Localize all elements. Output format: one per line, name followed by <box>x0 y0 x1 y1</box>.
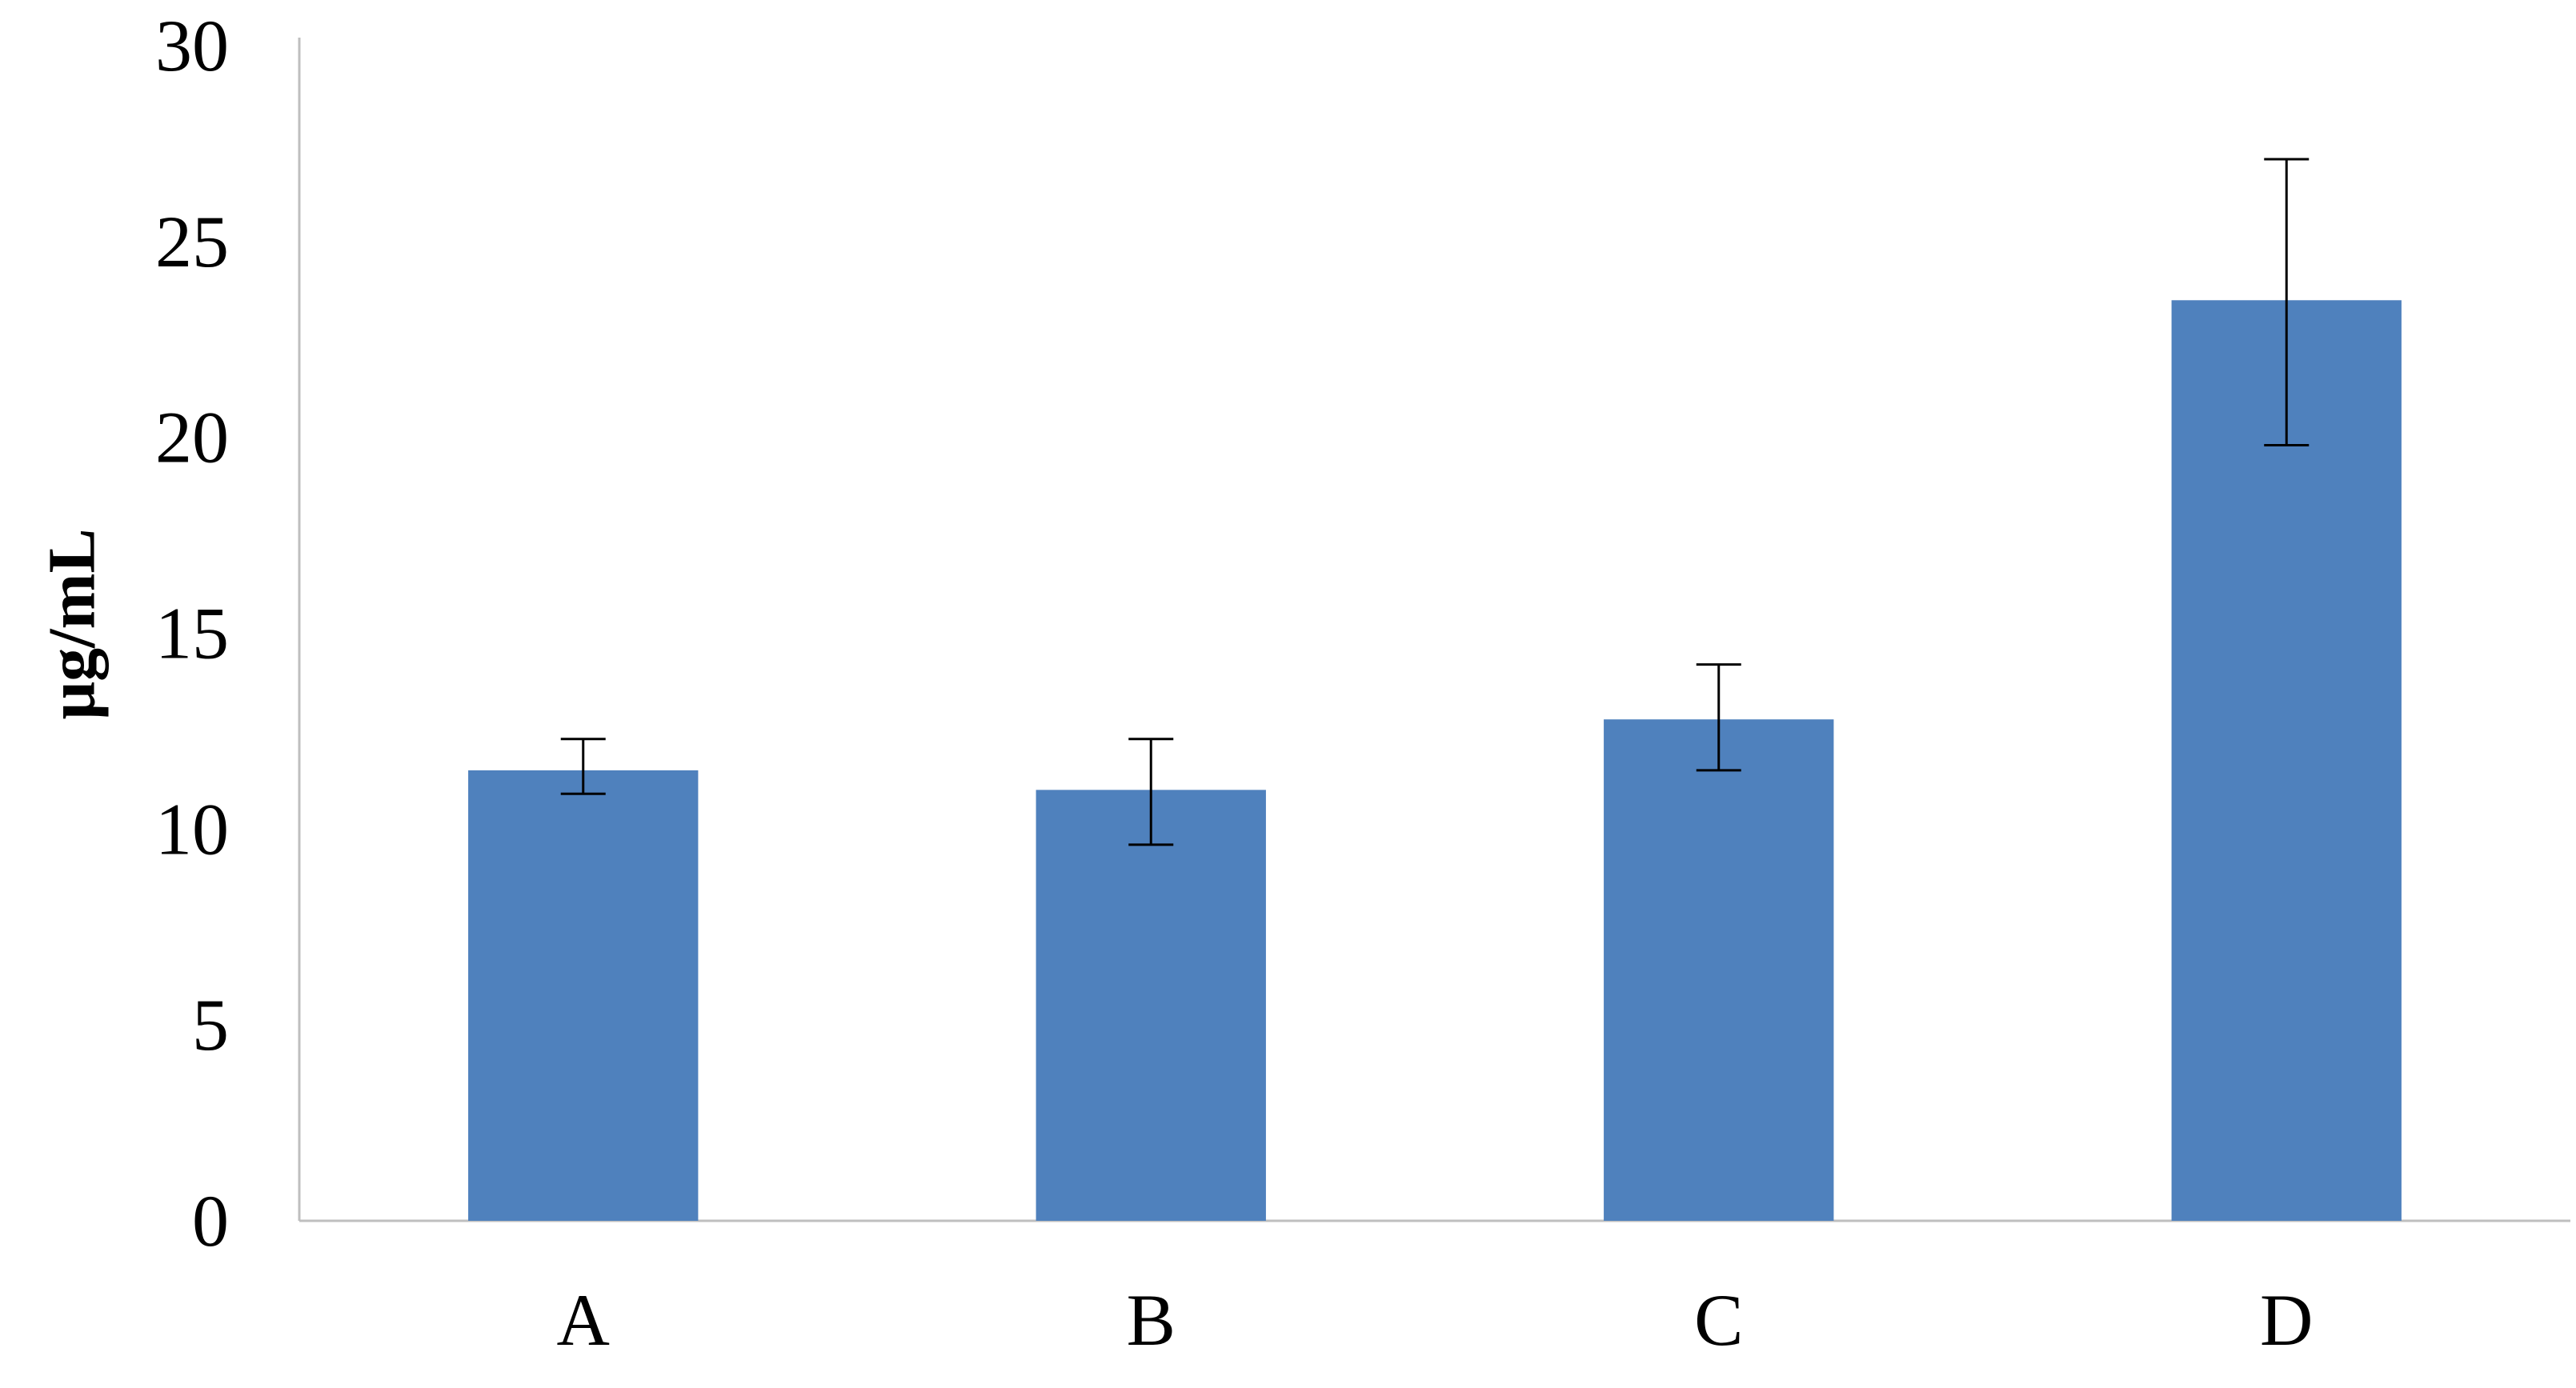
y-axis-title: μg/mL <box>35 529 110 720</box>
error-bar-d <box>2264 158 2310 446</box>
error-bar-a <box>560 738 606 795</box>
y-tick-label: 10 <box>155 788 229 870</box>
x-tick-labels: A B C D <box>557 1279 2314 1361</box>
y-tick-label: 20 <box>155 397 229 478</box>
bars <box>468 300 2402 1221</box>
bar-d <box>2171 300 2402 1221</box>
y-tick-label: 30 <box>155 5 229 86</box>
x-tick-label: A <box>557 1279 610 1361</box>
error-bar-b <box>1128 738 1174 846</box>
y-tick-label: 25 <box>155 201 229 282</box>
x-tick-label: C <box>1694 1279 1743 1361</box>
y-tick-label: 0 <box>192 1180 229 1262</box>
y-tick-labels: 0 5 10 15 20 25 30 <box>155 5 229 1262</box>
x-tick-label: B <box>1127 1279 1176 1361</box>
x-tick-label: D <box>2260 1279 2313 1361</box>
y-tick-label: 15 <box>155 593 229 674</box>
bar-c <box>1604 719 1834 1221</box>
error-bar-c <box>1696 663 1741 772</box>
bar-b <box>1036 790 1266 1221</box>
y-tick-label: 5 <box>192 984 229 1066</box>
error-bars <box>560 158 2310 846</box>
bar-a <box>468 770 699 1221</box>
